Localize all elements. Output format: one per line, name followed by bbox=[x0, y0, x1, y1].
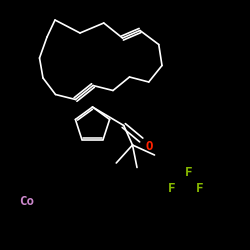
Text: F: F bbox=[168, 182, 175, 194]
Text: F: F bbox=[185, 166, 192, 179]
Text: F: F bbox=[196, 182, 204, 194]
Text: O: O bbox=[146, 140, 153, 153]
Text: Co: Co bbox=[20, 195, 34, 208]
